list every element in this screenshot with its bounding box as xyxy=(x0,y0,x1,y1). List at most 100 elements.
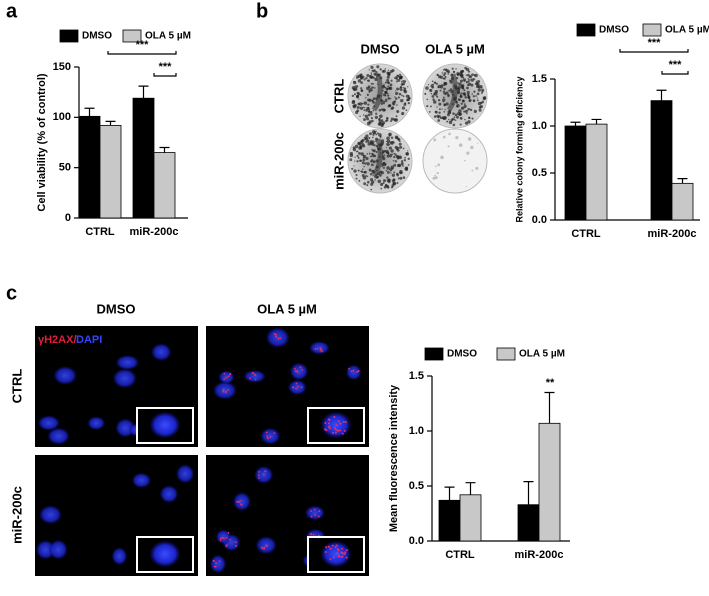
colony xyxy=(364,114,369,119)
foci xyxy=(227,532,230,534)
colony xyxy=(471,93,474,95)
colony xyxy=(435,165,437,167)
colony xyxy=(400,160,404,163)
foci xyxy=(223,378,225,380)
colony xyxy=(372,97,376,100)
legend-label: OLA 5 µM xyxy=(519,349,565,360)
column-label: OLA 5 µM xyxy=(257,301,317,316)
x-tick-label: CTRL xyxy=(445,549,475,561)
foci xyxy=(310,510,313,512)
foci xyxy=(333,426,336,429)
colony xyxy=(452,123,456,127)
colony xyxy=(366,117,370,121)
colony xyxy=(370,72,372,74)
foci xyxy=(348,367,350,370)
colony xyxy=(365,77,368,80)
error-bar xyxy=(591,118,602,125)
colony xyxy=(390,172,392,174)
foci xyxy=(341,547,344,550)
y-tick-label: 0.0 xyxy=(409,535,424,547)
colony xyxy=(386,136,390,141)
colony xyxy=(446,120,449,123)
colony xyxy=(369,140,373,143)
colony xyxy=(372,133,375,136)
colony xyxy=(405,152,409,156)
foci xyxy=(275,336,277,338)
colony xyxy=(366,153,369,155)
colony xyxy=(436,95,439,98)
colony xyxy=(434,91,436,94)
colony xyxy=(468,116,471,120)
column-label: DMSO xyxy=(97,301,136,316)
colony xyxy=(367,113,371,117)
colony xyxy=(438,102,442,106)
y-tick-label: 0.5 xyxy=(409,480,424,492)
colony xyxy=(379,114,383,119)
colony xyxy=(398,163,402,168)
colony xyxy=(368,110,370,113)
colony xyxy=(473,109,477,113)
colony xyxy=(404,156,406,159)
colony xyxy=(387,69,390,71)
foci xyxy=(227,375,230,378)
colony xyxy=(465,80,469,84)
foci xyxy=(225,390,227,393)
colony xyxy=(391,179,395,183)
colony xyxy=(447,145,450,148)
nucleus xyxy=(112,368,137,388)
colony xyxy=(399,176,403,180)
colony xyxy=(368,69,370,71)
colony xyxy=(387,171,390,174)
colony xyxy=(407,96,411,100)
colony xyxy=(466,112,468,115)
foci xyxy=(213,560,215,562)
colony xyxy=(477,142,479,144)
colony xyxy=(367,85,371,89)
colony xyxy=(404,102,407,105)
colony xyxy=(434,176,438,180)
colony xyxy=(356,160,359,163)
colony xyxy=(479,85,483,89)
colony xyxy=(470,145,474,150)
colony xyxy=(367,142,371,146)
foci xyxy=(318,510,321,513)
colony xyxy=(362,168,364,170)
foci xyxy=(313,508,316,511)
colony xyxy=(402,147,405,150)
colony xyxy=(386,100,388,103)
bar xyxy=(564,125,587,221)
colony xyxy=(369,132,372,136)
colony xyxy=(383,151,385,154)
colony xyxy=(385,95,387,97)
colony xyxy=(429,89,432,91)
colony-streak xyxy=(371,138,383,177)
foci xyxy=(345,549,348,552)
colony xyxy=(476,99,479,102)
colony xyxy=(433,138,437,142)
foci xyxy=(320,348,323,351)
colony xyxy=(391,106,395,110)
y-tick-label: 0 xyxy=(65,212,71,224)
colony xyxy=(389,83,393,87)
nucleus xyxy=(216,529,231,544)
colony xyxy=(370,116,373,120)
nucleus xyxy=(289,362,309,381)
foci xyxy=(312,533,315,536)
colony xyxy=(457,91,461,95)
foci xyxy=(219,537,222,540)
colony xyxy=(438,108,441,111)
foci xyxy=(336,552,339,555)
colony xyxy=(351,100,356,105)
colony xyxy=(357,169,360,172)
colony xyxy=(392,141,395,144)
colony xyxy=(387,85,390,88)
y-tick-label: 0.5 xyxy=(532,167,547,179)
error-bar xyxy=(444,486,455,501)
colony xyxy=(360,81,364,84)
legend-label: DMSO xyxy=(599,25,629,36)
colony xyxy=(380,182,384,187)
colony xyxy=(390,186,394,189)
foci xyxy=(325,546,328,549)
colony xyxy=(355,110,359,115)
colony xyxy=(362,145,366,148)
